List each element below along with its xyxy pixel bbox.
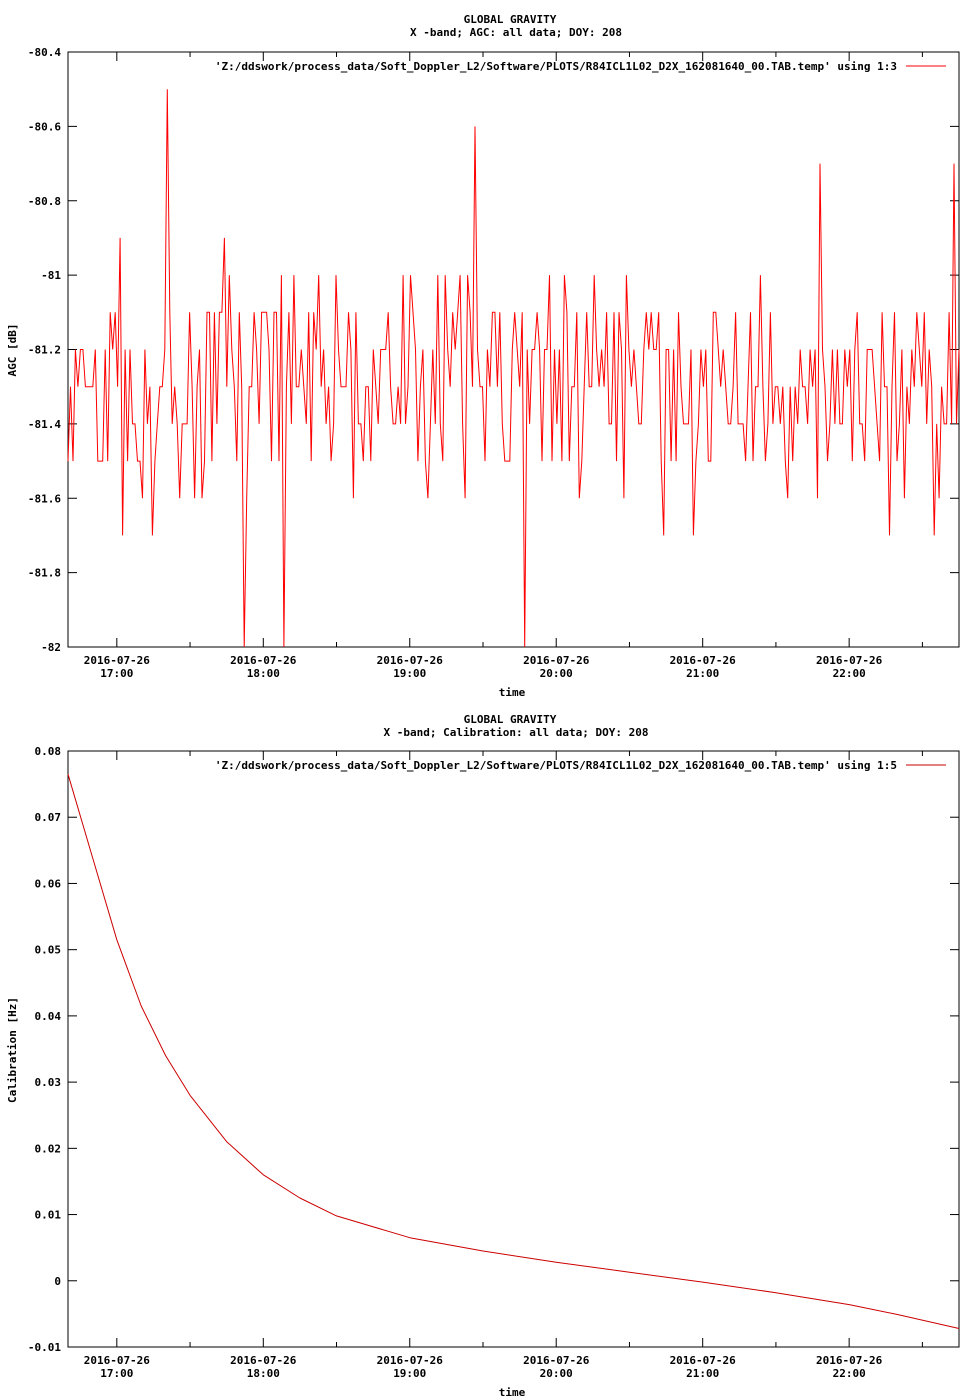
chart-subtitle: X -band; Calibration: all data; DOY: 208: [384, 726, 649, 739]
x-tick-label-time: 22:00: [833, 1367, 866, 1380]
x-tick-label-date: 2016-07-26: [230, 1354, 297, 1367]
x-tick-label-date: 2016-07-26: [377, 654, 444, 667]
y-tick-label: -0.01: [28, 1341, 61, 1354]
y-tick-label: 0.03: [35, 1076, 62, 1089]
y-tick-label: 0.04: [35, 1010, 62, 1023]
x-tick-label-time: 18:00: [247, 667, 280, 680]
x-tick-label-time: 21:00: [686, 1367, 719, 1380]
x-tick-label-date: 2016-07-26: [230, 654, 297, 667]
x-tick-label-time: 18:00: [247, 1367, 280, 1380]
x-tick-label-time: 17:00: [100, 667, 133, 680]
x-tick-label-date: 2016-07-26: [670, 1354, 737, 1367]
x-tick-label-date: 2016-07-26: [84, 654, 151, 667]
chart-subtitle: X -band; AGC: all data; DOY: 208: [410, 26, 622, 39]
x-tick-label-date: 2016-07-26: [816, 654, 883, 667]
y-tick-label: -82: [41, 641, 61, 654]
y-tick-label: 0.06: [35, 877, 62, 890]
y-tick-label: -80.8: [28, 195, 61, 208]
x-tick-label-time: 20:00: [540, 667, 573, 680]
y-axis-label: Calibration [Hz]: [6, 997, 19, 1103]
y-tick-label: 0.02: [35, 1142, 62, 1155]
x-tick-label-time: 19:00: [393, 1367, 426, 1380]
x-tick-label-date: 2016-07-26: [670, 654, 737, 667]
plot-frame: [67, 51, 960, 648]
chart-title: GLOBAL GRAVITY: [464, 13, 557, 26]
y-tick-label: 0.05: [35, 944, 62, 957]
y-tick-label: -81.6: [28, 492, 61, 505]
x-tick-label-date: 2016-07-26: [816, 1354, 883, 1367]
x-tick-label-time: 20:00: [540, 1367, 573, 1380]
agc-chart: GLOBAL GRAVITY X -band; AGC: all data; D…: [6, 13, 960, 699]
y-tick-label: -81.8: [28, 567, 61, 580]
x-axis-label: time: [499, 1386, 526, 1399]
legend-label: 'Z:/ddswork/process_data/Soft_Doppler_L2…: [215, 60, 897, 73]
plot-frame: [67, 750, 960, 1348]
x-tick-label-date: 2016-07-26: [523, 654, 590, 667]
y-axis-label: AGC [dB]: [6, 324, 19, 377]
y-tick-label: -80.6: [28, 120, 61, 133]
x-tick-label-date: 2016-07-26: [84, 1354, 151, 1367]
x-tick-label-time: 22:00: [833, 667, 866, 680]
x-tick-label-time: 21:00: [686, 667, 719, 680]
plot-area: -80.4 -80.6 -80.8 -81 -81.2 -81.4 -81.6 -81.8 -8…: [28, 46, 960, 680]
x-tick-label-time: 19:00: [393, 667, 426, 680]
y-tick-label: 0: [54, 1275, 61, 1288]
plot-area: 0.08 0.07 0.06 0.05 0.04 0.03 0.02 0.01 0 -0.01 20…: [28, 745, 960, 1380]
y-tick-label: -81.4: [28, 418, 61, 431]
y-tick-label: 0.01: [35, 1209, 62, 1222]
agc-series-line: [67, 89, 960, 648]
x-axis-label: time: [499, 686, 526, 699]
y-tick-label: -81.2: [28, 344, 61, 357]
y-tick-label: -80.4: [28, 46, 61, 59]
x-tick-label-date: 2016-07-26: [377, 1354, 444, 1367]
x-tick-label-time: 17:00: [100, 1367, 133, 1380]
calibration-series-line: [67, 774, 960, 1329]
y-tick-label: 0.07: [35, 811, 62, 824]
chart-title: GLOBAL GRAVITY: [464, 713, 557, 726]
y-tick-label: -81: [41, 269, 61, 282]
calibration-chart: GLOBAL GRAVITY X -band; Calibration: all…: [6, 713, 960, 1399]
x-tick-label-date: 2016-07-26: [523, 1354, 590, 1367]
y-tick-label: 0.08: [35, 745, 62, 758]
legend-label: 'Z:/ddswork/process_data/Soft_Doppler_L2…: [215, 759, 897, 772]
